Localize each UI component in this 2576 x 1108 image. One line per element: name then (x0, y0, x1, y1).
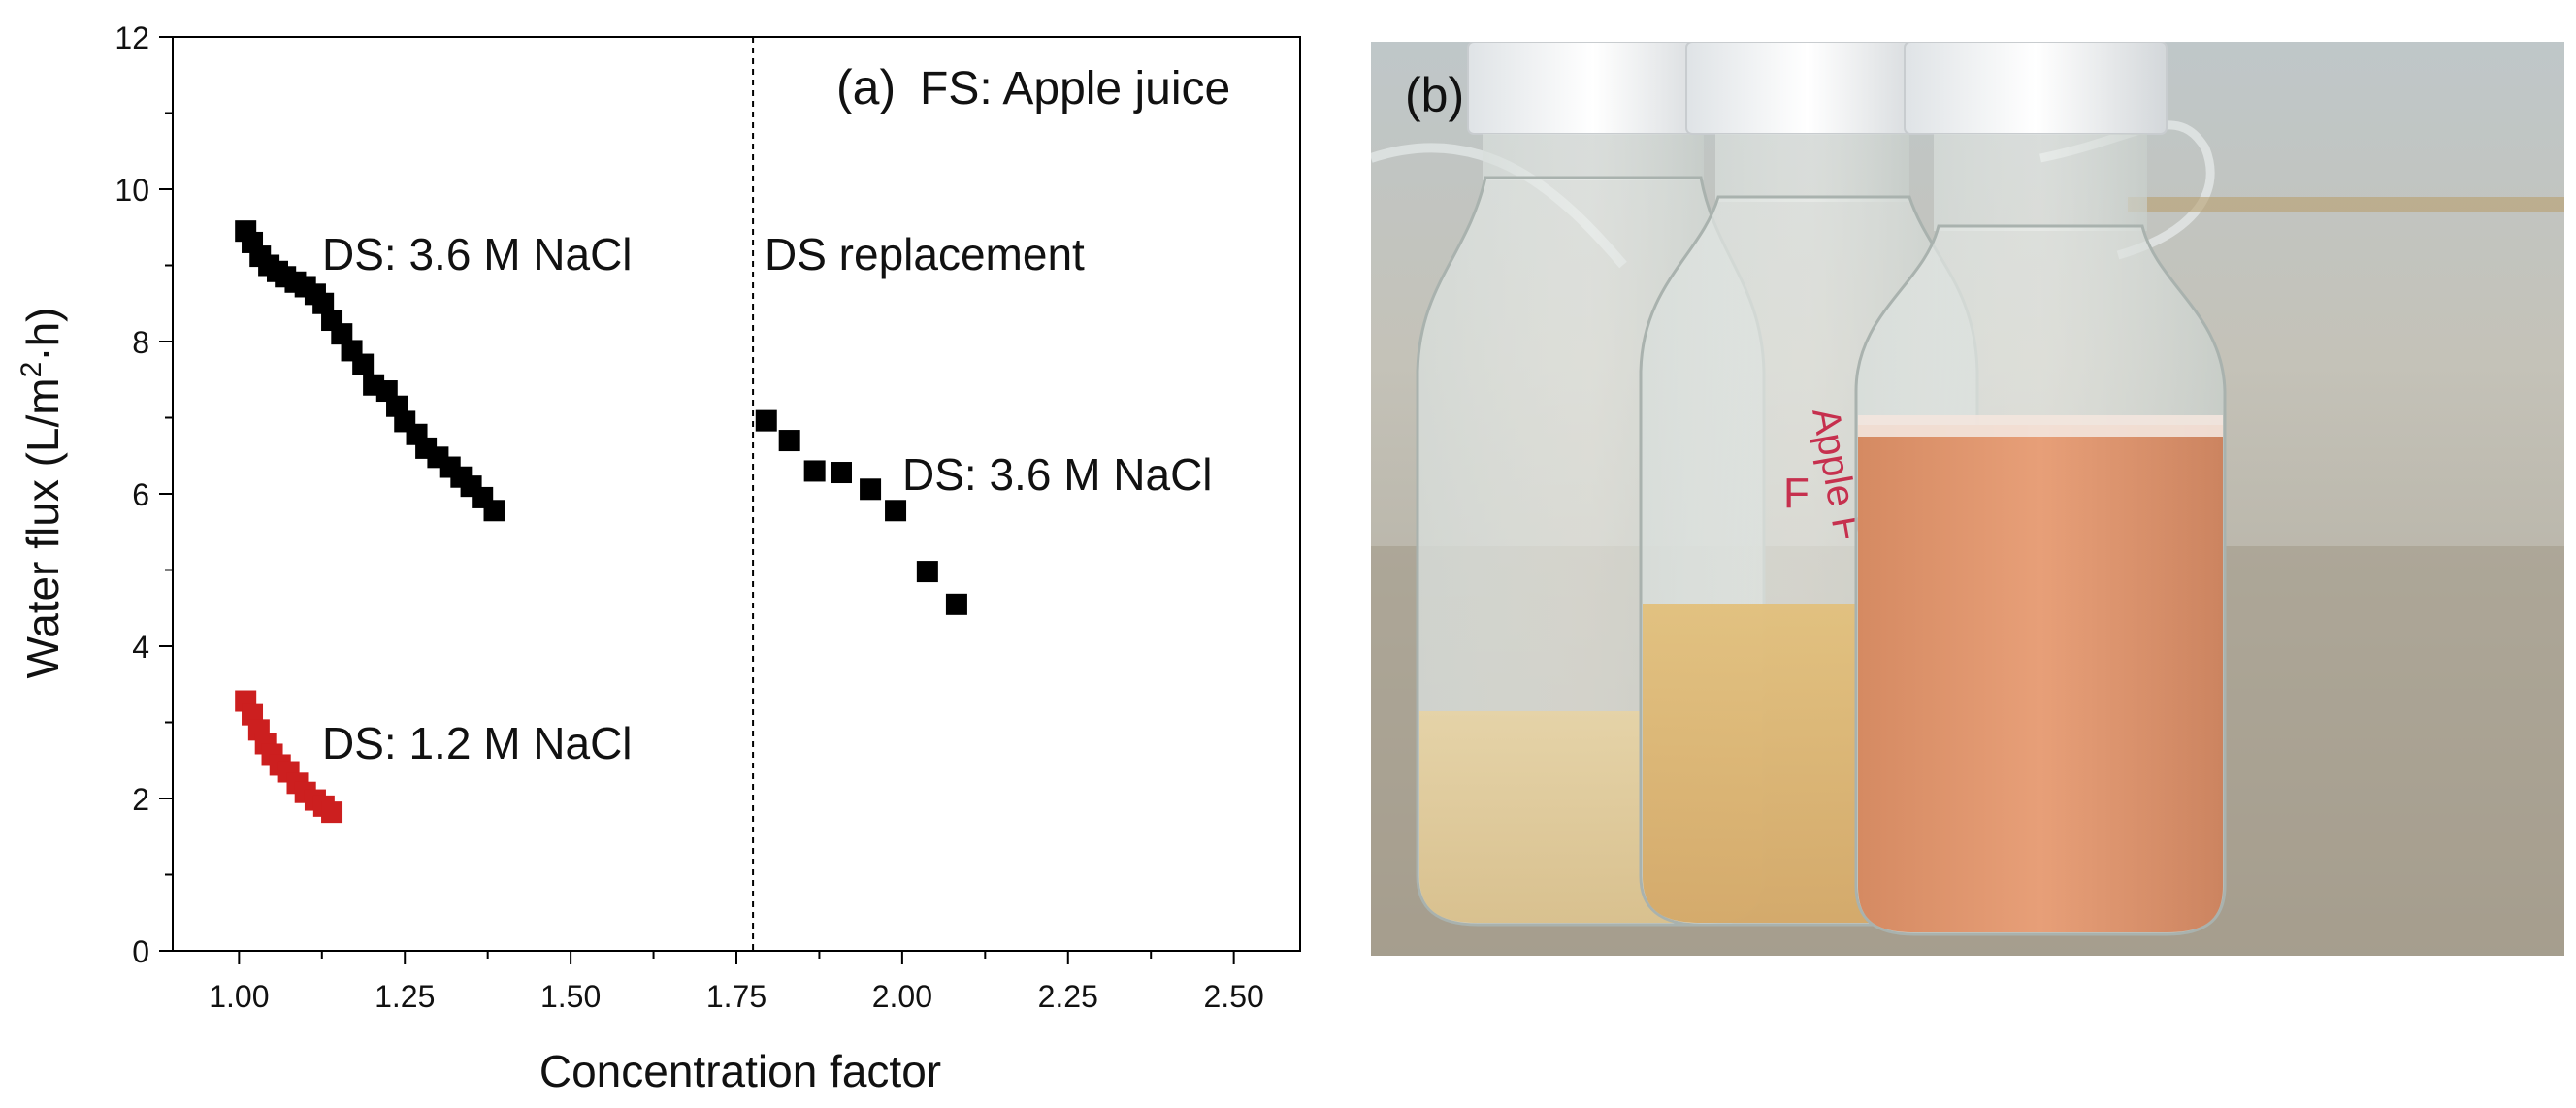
y-tick-label: 0 (132, 934, 149, 969)
bottle-label-f: F (1783, 470, 1810, 517)
y-tick-label: 10 (114, 173, 149, 208)
data-point-series-3 (860, 478, 882, 501)
data-point-series-1 (331, 323, 353, 345)
x-tick-label: 2.50 (1204, 979, 1264, 1014)
flux-chart: 1.00 1.25 1.50 1.75 2.00 2.25 2.50 0 2 4 6 8 10 12 C… (16, 20, 1301, 1096)
photo-of-three-bottles-icon: Apple F F (b) (1371, 42, 2564, 956)
y-tick-label: 4 (132, 630, 149, 665)
annotation-ds-36-second: DS: 3.6 M NaCl (902, 449, 1213, 500)
foam-shape (1858, 415, 2223, 437)
y-tick-label: 8 (132, 325, 149, 360)
y-axis-ticks: 0 2 4 6 8 10 12 (114, 20, 173, 969)
data-point-series-3 (778, 430, 800, 452)
shelf-shape (2128, 197, 2564, 212)
data-point-series-1 (352, 353, 375, 375)
data-markers (235, 220, 967, 824)
x-axis-ticks: 1.00 1.25 1.50 1.75 2.00 2.25 2.50 (209, 951, 1264, 1014)
data-point-series-2 (321, 801, 343, 824)
y-axis-title-main: Water flux (L/m (17, 377, 68, 678)
data-point-series-1 (312, 292, 335, 314)
y-axis-title-tail: ·h) (17, 307, 68, 361)
y-axis-title: Water flux (L/m2·h) (16, 307, 68, 678)
y-tick-label: 12 (114, 20, 149, 55)
x-tick-label: 1.25 (375, 979, 435, 1014)
x-tick-label: 1.50 (540, 979, 601, 1014)
annotation-ds-36-first: DS: 3.6 M NaCl (322, 229, 633, 279)
data-point-series-3 (916, 561, 938, 583)
annotation-ds-replacement: DS replacement (765, 229, 1085, 279)
x-tick-label: 1.75 (706, 979, 766, 1014)
data-point-series-3 (885, 500, 907, 522)
data-point-series-1 (483, 500, 505, 522)
panel-b-label: (b) (1405, 68, 1464, 122)
bottle-3 (1854, 42, 2227, 936)
y-tick-label: 6 (132, 477, 149, 512)
annotation-ds-12: DS: 1.2 M NaCl (322, 718, 633, 768)
x-tick-label: 1.00 (209, 979, 269, 1014)
y-tick-label: 2 (132, 782, 149, 817)
x-tick-label: 2.25 (1038, 979, 1098, 1014)
y-axis-title-sup: 2 (16, 362, 48, 378)
x-tick-label: 2.00 (872, 979, 932, 1014)
data-point-series-3 (830, 462, 852, 484)
annotation-fs-apple-juice: FS: Apple juice (920, 63, 1230, 114)
bottles-photo-panel: Apple F F (b) (1371, 42, 2564, 956)
data-point-series-3 (945, 593, 967, 615)
data-point-series-3 (755, 409, 777, 432)
x-axis-title: Concentration factor (539, 1046, 941, 1096)
data-point-series-3 (803, 460, 826, 482)
panel-a-label: (a) (836, 60, 896, 114)
